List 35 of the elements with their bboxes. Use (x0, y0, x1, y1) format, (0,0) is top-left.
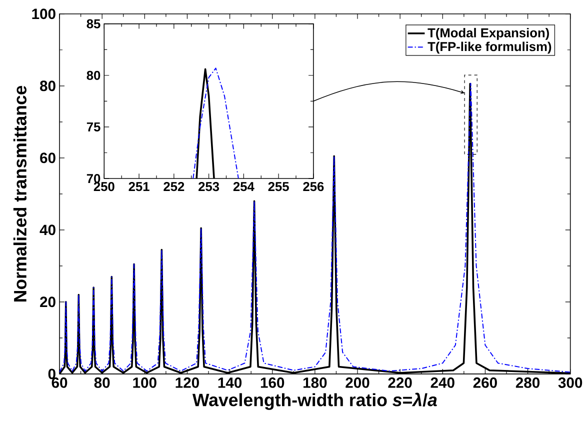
x-tick-label: 251 (128, 182, 150, 191)
x-axis-title: Wavelength-width ratio s=λ/a (192, 392, 437, 410)
x-tick-label: 80 (94, 377, 110, 388)
x-tick-label: 280 (516, 377, 540, 388)
line-series (192, 67, 239, 178)
x-tick-label: 300 (558, 377, 582, 388)
x-tick-label: 160 (260, 377, 284, 388)
x-tick-label: 260 (473, 377, 497, 388)
x-tick-label: 253 (198, 182, 220, 191)
y-tick-label: 75 (86, 122, 100, 132)
y-tick-label: 70 (86, 174, 100, 183)
y-tick-label: 20 (40, 296, 56, 307)
x-tick-label: 100 (133, 377, 156, 388)
y-tick-label: 40 (40, 224, 56, 235)
x-tick-label: 254 (233, 182, 254, 191)
x-tick-label: 200 (346, 377, 370, 388)
x-tick-label: 140 (218, 377, 242, 388)
x-tick-label: 180 (303, 377, 327, 388)
x-tick-label: 252 (164, 182, 184, 191)
y-tick-label: 80 (40, 80, 56, 91)
y-tick-label: 85 (86, 19, 100, 28)
y-axis-title: Normalized transmittance (13, 86, 26, 302)
legend-label: T(Modal Expansion) (428, 28, 549, 40)
x-tick-label: 120 (176, 377, 199, 388)
legend-label: T(FP-like formulism) (428, 41, 552, 54)
x-tick-label: 60 (52, 377, 68, 388)
x-tick-label: 220 (388, 377, 412, 388)
y-tick-label: 60 (40, 152, 56, 163)
x-tick-label: 250 (94, 182, 114, 191)
x-tick-label: 256 (303, 182, 324, 191)
x-tick-label: 255 (268, 182, 289, 191)
y-tick-label: 80 (86, 70, 100, 80)
y-tick-label: 0 (48, 368, 56, 379)
x-tick-label: 240 (430, 377, 454, 388)
y-tick-label: 100 (32, 8, 56, 19)
